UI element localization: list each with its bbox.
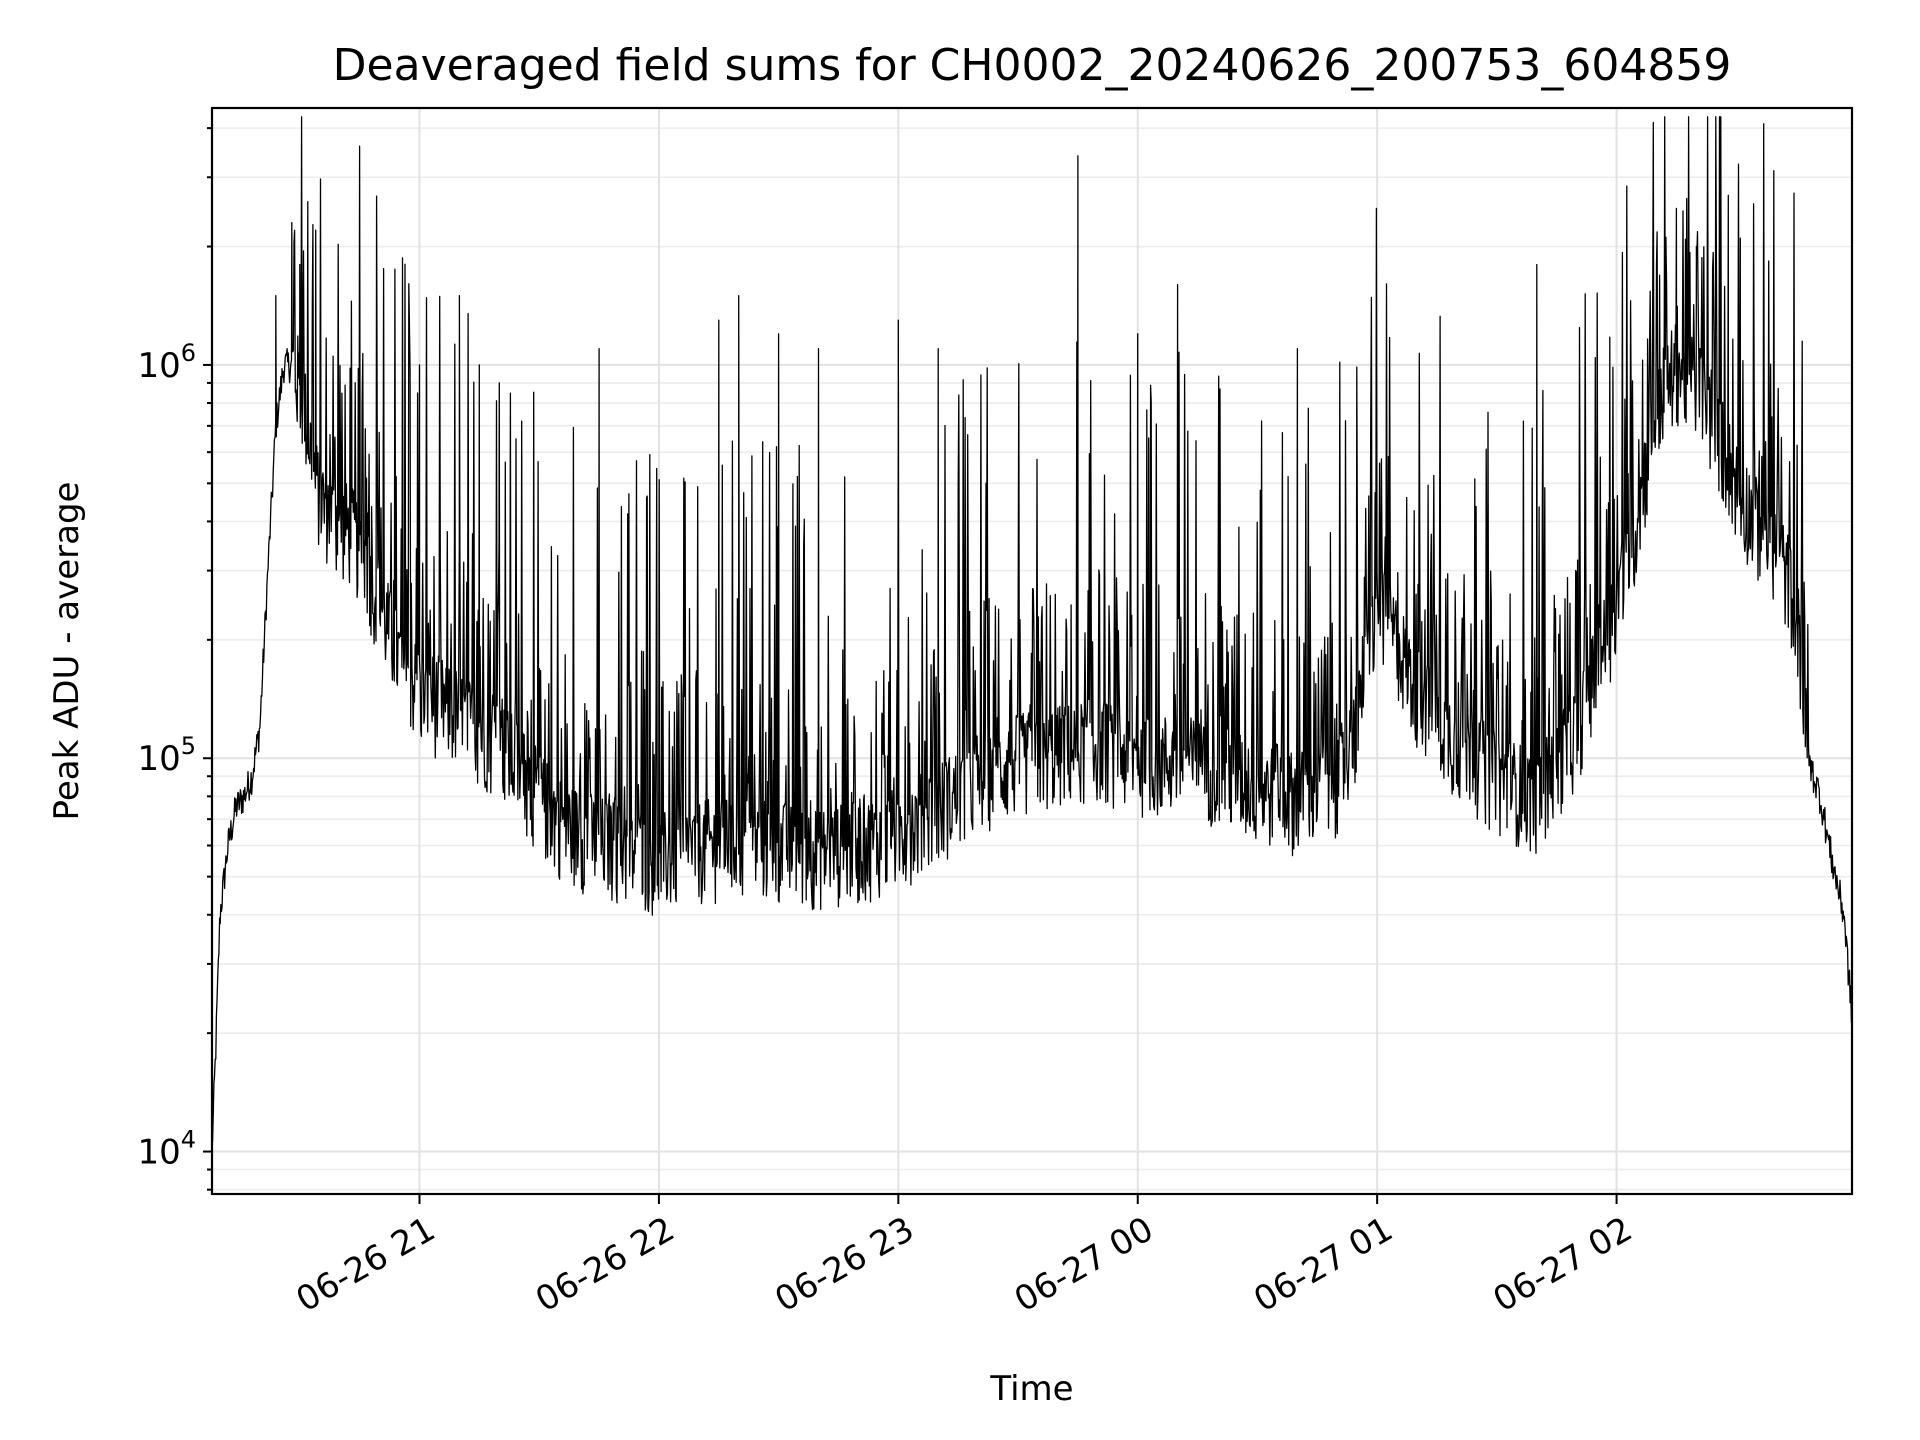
y-tick-base: 10 bbox=[137, 739, 180, 779]
series-layer bbox=[211, 116, 1853, 1147]
y-tick-base: 10 bbox=[137, 346, 180, 386]
chart-title: Deaveraged field sums for CH0002_2024062… bbox=[333, 40, 1732, 91]
x-tick-label: 06-26 23 bbox=[768, 1209, 920, 1320]
x-tick-label: 06-27 02 bbox=[1487, 1209, 1639, 1320]
y-tick-label: 105 bbox=[137, 732, 196, 779]
x-axis-label: Time bbox=[989, 1369, 1073, 1409]
y-axis-label: Peak ADU - average bbox=[47, 482, 87, 821]
y-tick-exponent: 5 bbox=[181, 732, 196, 760]
x-tick-label: 06-26 21 bbox=[290, 1209, 442, 1320]
plot-frame bbox=[210, 106, 1854, 1196]
y-tick-label: 106 bbox=[137, 339, 196, 386]
y-tick-exponent: 6 bbox=[181, 339, 196, 367]
x-tick-label: 06-27 01 bbox=[1247, 1209, 1399, 1320]
y-tick-exponent: 4 bbox=[181, 1126, 196, 1154]
y-tick-base: 10 bbox=[137, 1133, 180, 1173]
x-ticks: 06-26 21 06-26 22 06-26 23 06-27 00 06-27 01… bbox=[290, 1194, 1639, 1320]
y-tick-label: 104 bbox=[137, 1126, 196, 1173]
series-line bbox=[211, 116, 1853, 1147]
x-tick-label: 06-27 00 bbox=[1008, 1209, 1160, 1320]
x-tick-label: 06-26 22 bbox=[529, 1209, 681, 1320]
